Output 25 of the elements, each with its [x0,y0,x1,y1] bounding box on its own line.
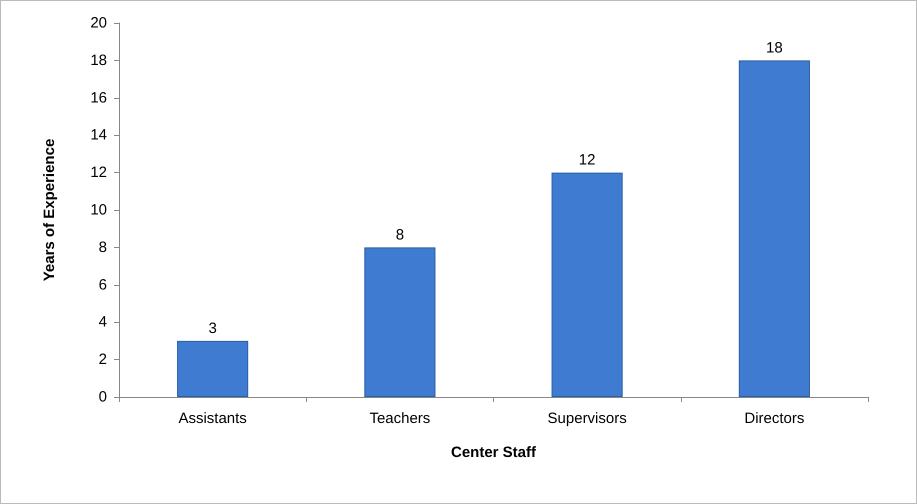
y-tick-label: 16 [90,89,107,106]
data-label: 3 [208,320,217,337]
y-tick-label: 2 [98,351,107,368]
x-tick-label: Directors [744,410,804,427]
x-tick-label: Supervisors [548,410,627,427]
bar [177,340,248,397]
y-tick-label: 20 [90,14,107,32]
x-axis-title: Center Staff [450,444,538,461]
y-tick-label: 4 [98,314,107,331]
bar [738,60,810,397]
y-tick-label: 8 [98,238,107,256]
bar [364,247,436,397]
y-tick-label: 18 [90,52,107,69]
y-axis-title: Years of Experience [41,138,58,282]
y-tick-label: 0 [98,388,107,406]
data-label: 12 [578,152,596,169]
y-tick-label: 6 [98,276,107,294]
y-tick-label: 14 [90,126,107,144]
x-tick-label: Assistants [178,410,247,427]
x-tick-label: Teachers [369,410,430,427]
bar [552,172,623,397]
data-label: 8 [396,226,404,244]
data-label: 18 [766,39,783,56]
y-tick-label: 10 [90,202,107,218]
y-tick-label: 12 [90,164,107,182]
